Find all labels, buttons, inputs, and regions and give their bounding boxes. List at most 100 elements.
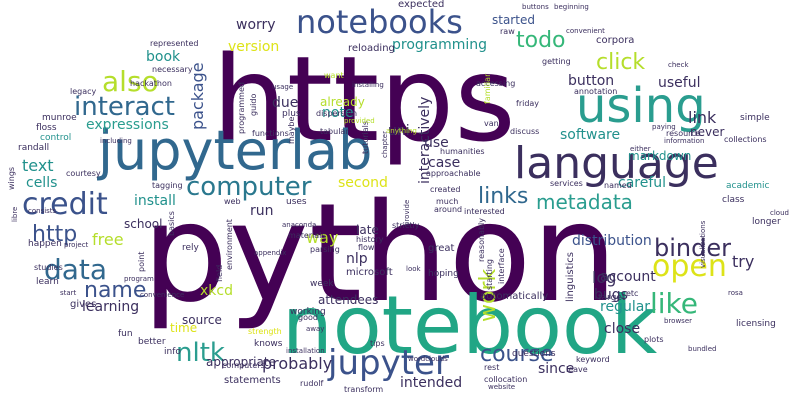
word-useful: useful xyxy=(658,75,701,91)
word-including: including xyxy=(100,137,132,145)
word-probably: probably xyxy=(262,354,333,373)
word-computers: computers xyxy=(222,361,265,370)
word-academic: academic xyxy=(726,181,770,191)
word-appendix: appendix xyxy=(254,249,287,257)
word-link: link xyxy=(688,108,717,127)
word-bundled: bundled xyxy=(688,345,717,353)
word-cloud: cloud xyxy=(770,209,789,217)
word-fun: fun xyxy=(118,329,133,339)
word-longer: longer xyxy=(752,217,781,227)
word-provide: provide xyxy=(403,199,411,226)
word-expressions: expressions xyxy=(86,117,169,133)
word-log: log xyxy=(592,268,617,287)
word-either: either xyxy=(630,145,651,153)
word-using: using xyxy=(576,78,706,134)
word-familiar: familiar xyxy=(483,73,492,104)
word-already: already xyxy=(320,95,365,109)
word-want: want xyxy=(324,71,344,80)
word-note: note xyxy=(322,105,354,121)
word-point: point xyxy=(137,251,146,272)
word-libre: libre xyxy=(11,206,19,222)
word-install: install xyxy=(134,193,176,209)
word-markdown: markdown xyxy=(628,149,692,163)
word-field: field xyxy=(215,264,224,282)
word-look: look xyxy=(406,265,421,273)
word-run: run xyxy=(250,203,274,219)
word-due: due xyxy=(272,95,299,111)
word-basics: basics xyxy=(167,211,176,236)
word-programming: programming xyxy=(392,37,488,53)
word-reasonably: reasonably xyxy=(477,217,486,262)
word-microsoft: microsoft xyxy=(346,267,393,278)
word-visualizations: visualizations xyxy=(699,220,707,268)
word-services: services xyxy=(550,179,583,188)
word-http: http xyxy=(32,222,78,247)
word-xkcd: xkcd xyxy=(200,283,233,299)
word-provided: provided xyxy=(344,117,375,125)
word-much: much xyxy=(436,197,459,206)
word-necessary: necessary xyxy=(152,65,193,74)
word-etc: etc xyxy=(626,289,639,298)
word-hackathon: hackathon xyxy=(130,79,172,88)
word-intended: intended xyxy=(400,375,463,391)
word-also: also xyxy=(102,65,159,98)
word-since: since xyxy=(538,361,575,377)
word-todo: todo xyxy=(516,28,566,53)
word-usage: usage xyxy=(272,83,294,91)
word-friday: friday xyxy=(516,99,540,108)
word-attendees: attendees xyxy=(318,293,379,307)
word-rest: rest xyxy=(484,363,500,372)
word-courtesy: courtesy xyxy=(66,169,101,178)
word-appropriate: appropriate xyxy=(206,355,276,369)
word-careful: careful xyxy=(618,175,667,191)
word-nltk: nltk xyxy=(176,338,225,368)
word-buttons: buttons xyxy=(522,3,549,11)
word-class: class xyxy=(722,195,745,205)
word-floss: floss xyxy=(36,123,57,133)
word-interact: interact xyxy=(74,92,176,122)
word-web: web xyxy=(224,197,241,206)
word-rosa: rosa xyxy=(728,289,743,297)
word-anything: anything xyxy=(386,127,417,135)
word-second: second xyxy=(338,175,388,191)
word-maybe: maybe xyxy=(287,116,296,144)
word-plots: plots xyxy=(644,335,664,344)
word-course: course xyxy=(480,342,554,367)
word-version: version xyxy=(228,39,280,55)
word-language: language xyxy=(514,138,719,189)
word-represented: represented xyxy=(150,39,199,48)
word-rudolf: rudolf xyxy=(300,379,324,388)
word-getting: getting xyxy=(542,57,571,66)
word-info: info xyxy=(164,347,181,357)
word-legacy: legacy xyxy=(70,87,97,96)
word-https: https xyxy=(212,30,516,168)
word-interface: interface xyxy=(497,248,506,284)
word-nlp: nlp xyxy=(346,251,368,267)
word-learn: learn xyxy=(36,277,59,287)
word-materials: materials xyxy=(288,231,326,240)
word-accessing: accessing xyxy=(476,79,516,88)
word-resource: resource xyxy=(666,129,701,138)
word-gives: gives xyxy=(70,299,97,310)
word-anaconda: anaconda xyxy=(282,221,317,229)
word-name: name xyxy=(84,278,147,303)
word-parsing: parsing xyxy=(310,245,340,254)
word-tagging: tagging xyxy=(152,181,183,190)
word-discuss: discuss xyxy=(510,127,540,136)
word-munroe: munroe xyxy=(42,113,77,123)
word-approachable: approachable xyxy=(426,169,481,178)
word-binder: binder xyxy=(654,234,731,262)
word-plus: plus xyxy=(282,109,301,119)
word-collections: collections xyxy=(724,135,767,144)
word-rely: rely xyxy=(182,243,199,253)
word-school: school xyxy=(124,217,163,231)
word-dispersion: dispersion xyxy=(316,109,358,118)
word-strength: strength xyxy=(248,327,282,336)
word-use: use xyxy=(424,135,449,151)
word-wings: wings xyxy=(7,166,16,190)
word-simple: simple xyxy=(740,113,770,123)
word-installation: installation xyxy=(286,347,325,355)
word-knows: knows xyxy=(254,339,283,349)
word-strictly: strictly xyxy=(392,221,420,230)
word-metadata: metadata xyxy=(536,190,633,214)
